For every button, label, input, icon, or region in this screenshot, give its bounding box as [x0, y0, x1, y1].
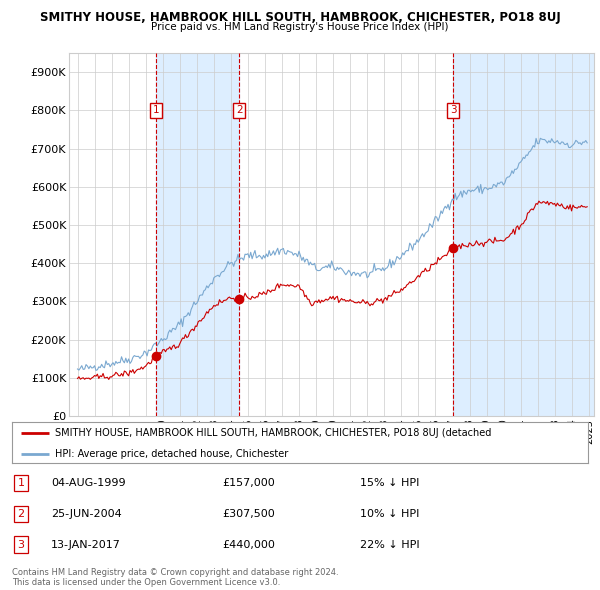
Text: 04-AUG-1999: 04-AUG-1999	[51, 478, 125, 488]
Text: SMITHY HOUSE, HAMBROOK HILL SOUTH, HAMBROOK, CHICHESTER, PO18 8UJ: SMITHY HOUSE, HAMBROOK HILL SOUTH, HAMBR…	[40, 11, 560, 24]
Text: 25-JUN-2004: 25-JUN-2004	[51, 509, 122, 519]
Bar	[453, 53, 594, 416]
Text: 22% ↓ HPI: 22% ↓ HPI	[360, 540, 419, 549]
Text: £440,000: £440,000	[222, 540, 275, 549]
Text: HPI: Average price, detached house, Chichester: HPI: Average price, detached house, Chic…	[55, 449, 289, 459]
Text: SMITHY HOUSE, HAMBROOK HILL SOUTH, HAMBROOK, CHICHESTER, PO18 8UJ (detached: SMITHY HOUSE, HAMBROOK HILL SOUTH, HAMBR…	[55, 428, 491, 438]
Text: 3: 3	[450, 106, 457, 116]
Text: 2: 2	[236, 106, 242, 116]
Text: £307,500: £307,500	[222, 509, 275, 519]
Text: Price paid vs. HM Land Registry's House Price Index (HPI): Price paid vs. HM Land Registry's House …	[151, 22, 449, 32]
Text: 13-JAN-2017: 13-JAN-2017	[51, 540, 121, 549]
Bar	[156, 53, 239, 416]
Text: 10% ↓ HPI: 10% ↓ HPI	[360, 509, 419, 519]
Text: £157,000: £157,000	[222, 478, 275, 488]
Text: 1: 1	[17, 478, 25, 488]
Text: 15% ↓ HPI: 15% ↓ HPI	[360, 478, 419, 488]
Text: 3: 3	[17, 540, 25, 549]
Text: 1: 1	[152, 106, 159, 116]
Text: Contains HM Land Registry data © Crown copyright and database right 2024.
This d: Contains HM Land Registry data © Crown c…	[12, 568, 338, 587]
Text: 2: 2	[17, 509, 25, 519]
